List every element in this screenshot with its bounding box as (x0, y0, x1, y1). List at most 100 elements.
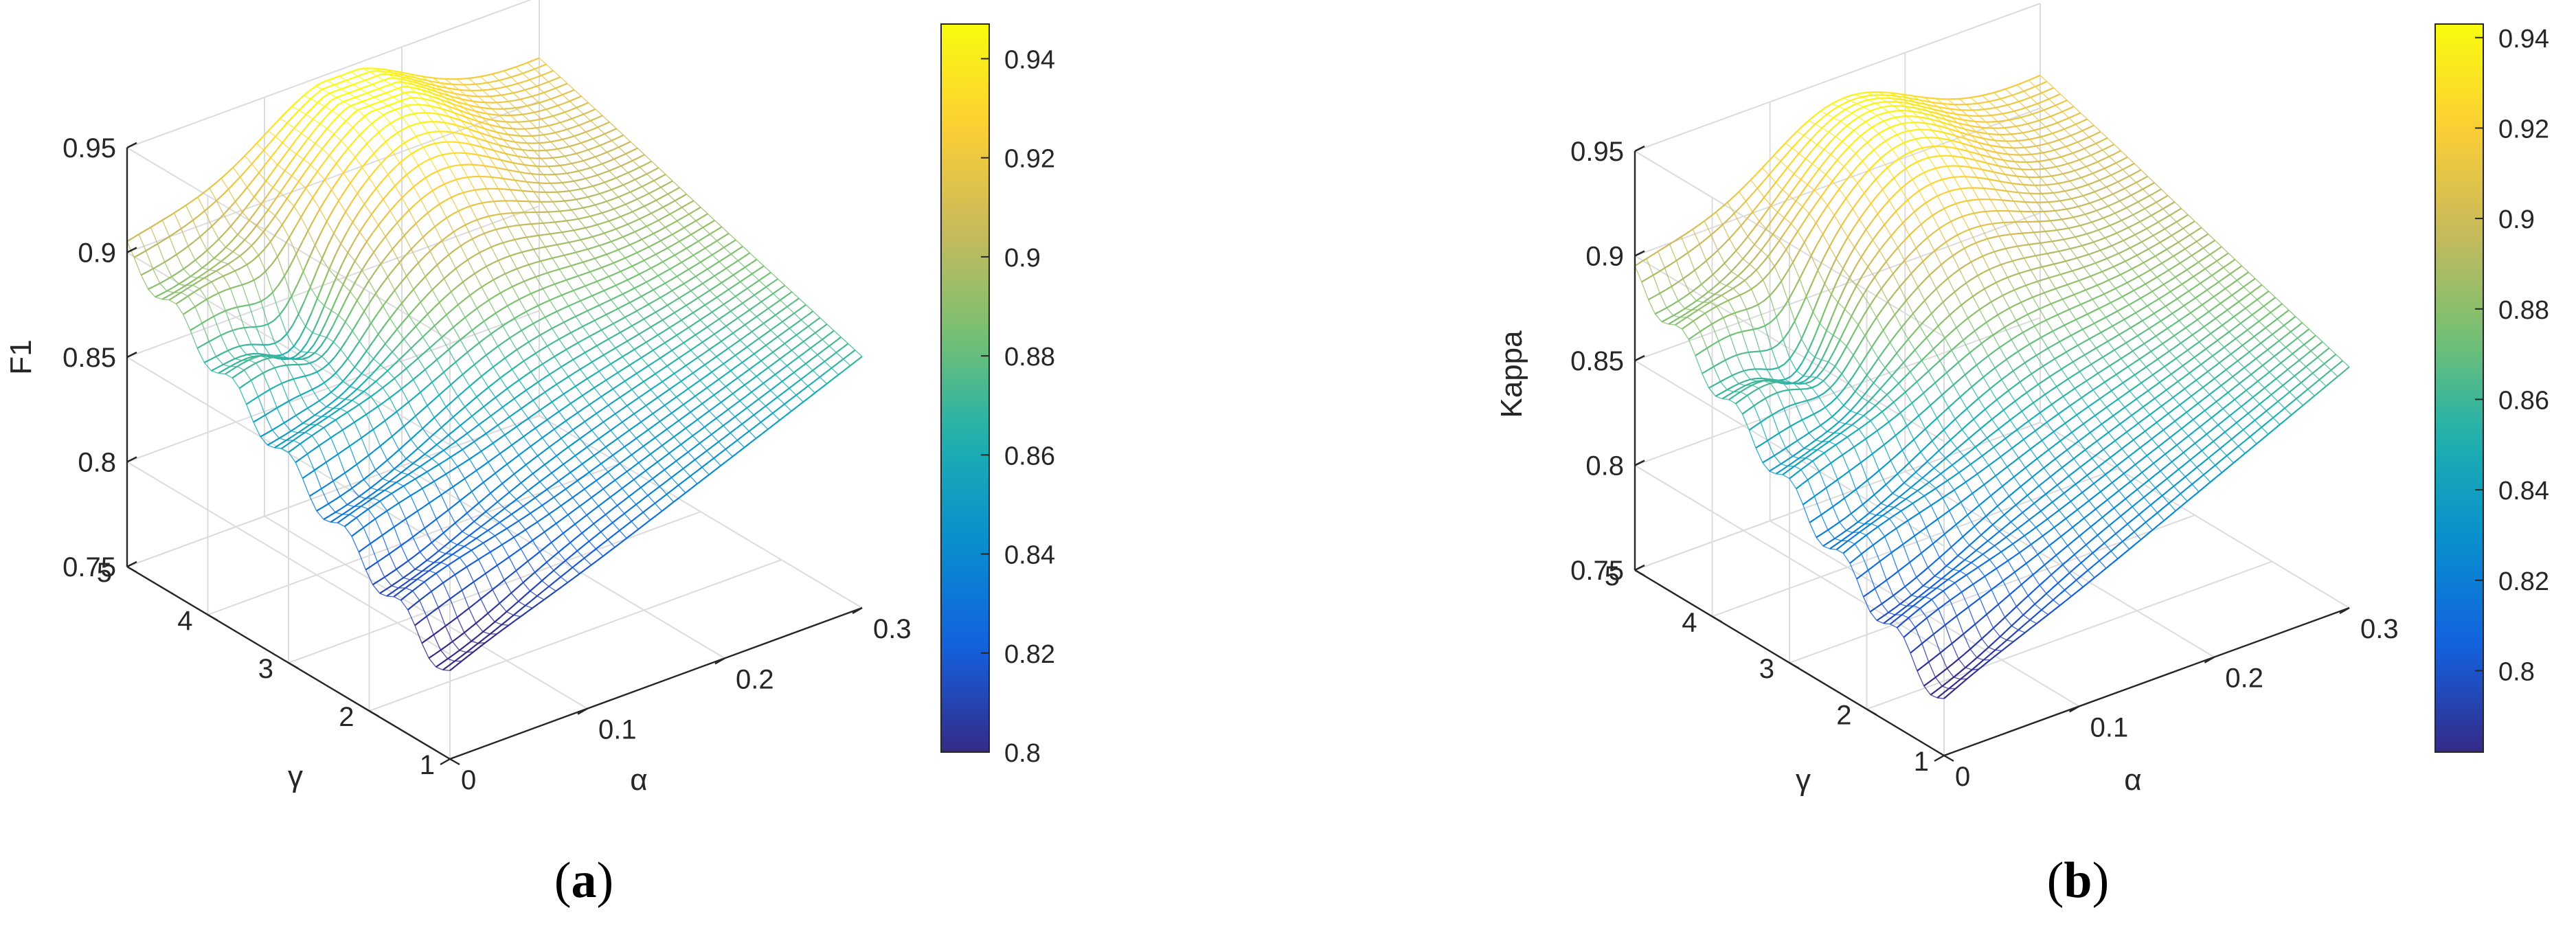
surface-line (354, 506, 362, 511)
surface-line (466, 94, 473, 97)
surface-line (536, 451, 544, 457)
surface-line (453, 152, 462, 166)
surface-line (719, 325, 727, 331)
surface-line (383, 199, 391, 212)
surface-line (541, 419, 548, 425)
surface-line (440, 557, 448, 563)
surface-line (483, 477, 490, 484)
surface-line (512, 283, 519, 288)
surface-line (628, 287, 635, 292)
surface-line (339, 80, 347, 84)
surface-line (404, 138, 411, 144)
surface-line (514, 318, 522, 331)
surface-line (552, 201, 561, 212)
surface-line (599, 142, 607, 146)
surface-line (692, 308, 700, 314)
surface-line (626, 280, 635, 288)
surface-line (521, 190, 528, 192)
surface-line (697, 237, 705, 242)
surface-line (220, 335, 229, 351)
surface-line (265, 271, 273, 293)
surface-line (165, 275, 172, 281)
surface-line (391, 488, 398, 495)
surface-line (309, 363, 318, 372)
surface-line (229, 288, 238, 308)
surface-line (411, 249, 419, 264)
surface-line (314, 245, 323, 259)
surface-line (714, 465, 721, 471)
surface-line (721, 337, 728, 342)
surface-line (379, 501, 387, 512)
surface-line (608, 339, 616, 349)
surface-line (551, 401, 560, 412)
surface-line (596, 345, 605, 356)
surface-line (490, 416, 499, 426)
surface-line (324, 437, 332, 442)
surface-line (474, 359, 481, 365)
surface-line (364, 115, 372, 124)
surface-line (521, 62, 528, 66)
surface-line (652, 167, 659, 172)
surface-line (532, 473, 541, 482)
surface-line (382, 473, 389, 479)
surface-line (453, 424, 461, 431)
surface-line (387, 104, 396, 111)
surface-line (298, 363, 304, 365)
surface-line (451, 84, 460, 91)
surface-line (673, 373, 682, 382)
surface-line (368, 508, 376, 519)
surface-line (227, 183, 235, 190)
surface-line (404, 579, 411, 585)
surface-line (749, 438, 757, 444)
surface-line (626, 533, 633, 539)
surface-line (701, 213, 708, 218)
surface-line (775, 310, 782, 316)
surface-line (534, 571, 543, 581)
surface-line (346, 77, 352, 82)
surface-line (554, 174, 563, 183)
surface-line (685, 365, 694, 374)
surface-line (425, 542, 432, 548)
surface-line (512, 379, 520, 385)
surface-line (335, 372, 343, 382)
surface-line (707, 269, 715, 277)
surface-line (306, 118, 314, 127)
surface-line (703, 289, 710, 295)
surface-line (506, 459, 514, 465)
surface-line (219, 310, 226, 315)
surface-line (595, 396, 602, 402)
surface-line (442, 527, 450, 534)
surface-line (447, 560, 455, 566)
surface-line (361, 270, 370, 282)
surface-line (272, 179, 280, 188)
surface-line (642, 512, 651, 521)
surface-line (464, 474, 471, 479)
surface-line (438, 277, 445, 285)
surface-line (509, 140, 516, 143)
surface-line (576, 153, 584, 161)
surface-line (613, 319, 620, 325)
surface-line (539, 546, 546, 553)
surface-line (550, 141, 558, 150)
surface-line (558, 111, 565, 115)
surface-line (300, 207, 308, 218)
surface-line (473, 437, 481, 442)
surface-line (580, 142, 589, 150)
chart-panel-a: 0.75 0.8 0.85 0.9 0.95 1 2 3 4 5 0 0.1 0.2 0.3 F1 γ α 0.8… (4, 0, 1055, 909)
surface-line (504, 70, 512, 78)
surface-line (561, 514, 569, 520)
surface-line (785, 291, 793, 297)
surface-line (365, 414, 374, 430)
surface-line (384, 420, 393, 437)
surface-line (133, 253, 141, 258)
surface-line (406, 105, 415, 114)
surface-line (262, 323, 269, 327)
surface-line (260, 436, 268, 446)
surface-line (495, 229, 504, 243)
surface-line (563, 318, 570, 324)
surface-line (712, 318, 720, 324)
surface-line (752, 338, 760, 343)
surface-line (580, 237, 587, 241)
surface-line (403, 209, 410, 217)
surface-line (501, 305, 508, 310)
